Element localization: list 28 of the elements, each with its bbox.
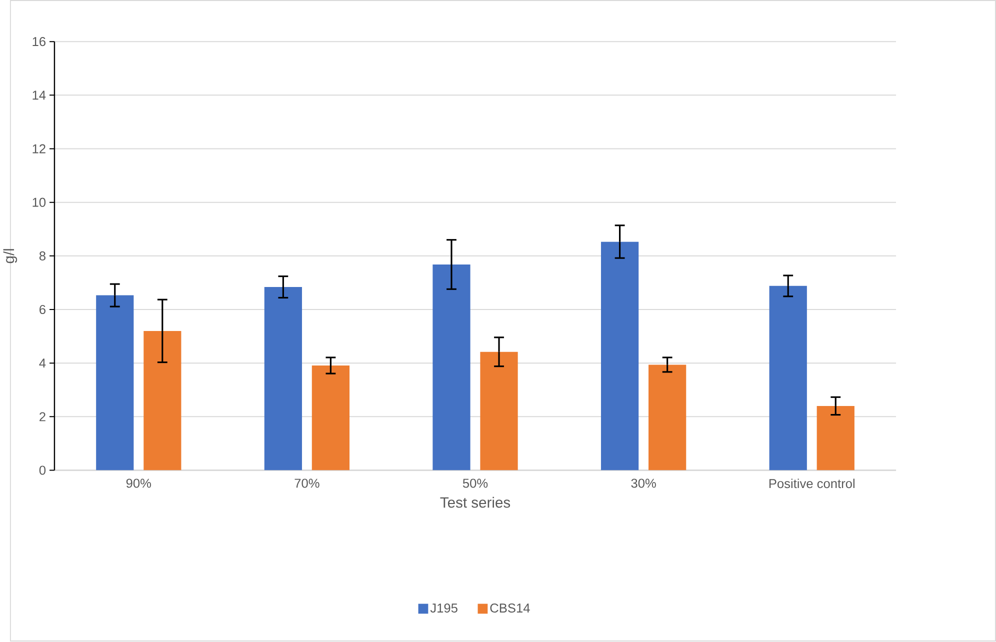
x-tick-label: 30% [631,478,656,488]
y-tick-label: 10 [32,198,46,208]
x-tick-label: 70% [294,478,320,488]
bar [144,331,182,470]
x-tick-label: 50% [462,478,488,488]
bar [600,242,639,470]
y-tick-label: 0 [39,466,46,476]
legend-label: J195 [430,604,458,613]
y-tick-label: 2 [40,412,46,422]
bar [769,286,807,470]
y-tick-label: 4 [39,358,46,368]
bar [480,352,518,470]
bar [312,366,350,470]
y-tick-label: 14 [32,90,46,100]
y-tick-label: 6 [40,305,46,314]
bar [96,296,134,470]
bar [648,364,686,470]
x-axis-title: Test series [440,497,510,508]
x-tick-label: 90% [126,478,152,488]
x-tick-label: Positive control [769,478,854,488]
y-tick-label: 16 [32,37,46,46]
bar [432,264,470,470]
y-tick-label: 12 [32,144,46,154]
bar [264,287,302,470]
legend-label: CBS14 [490,604,530,613]
bar [816,406,854,470]
y-tick-label: 8 [39,252,46,261]
y-axis-title: g/l [3,249,18,264]
